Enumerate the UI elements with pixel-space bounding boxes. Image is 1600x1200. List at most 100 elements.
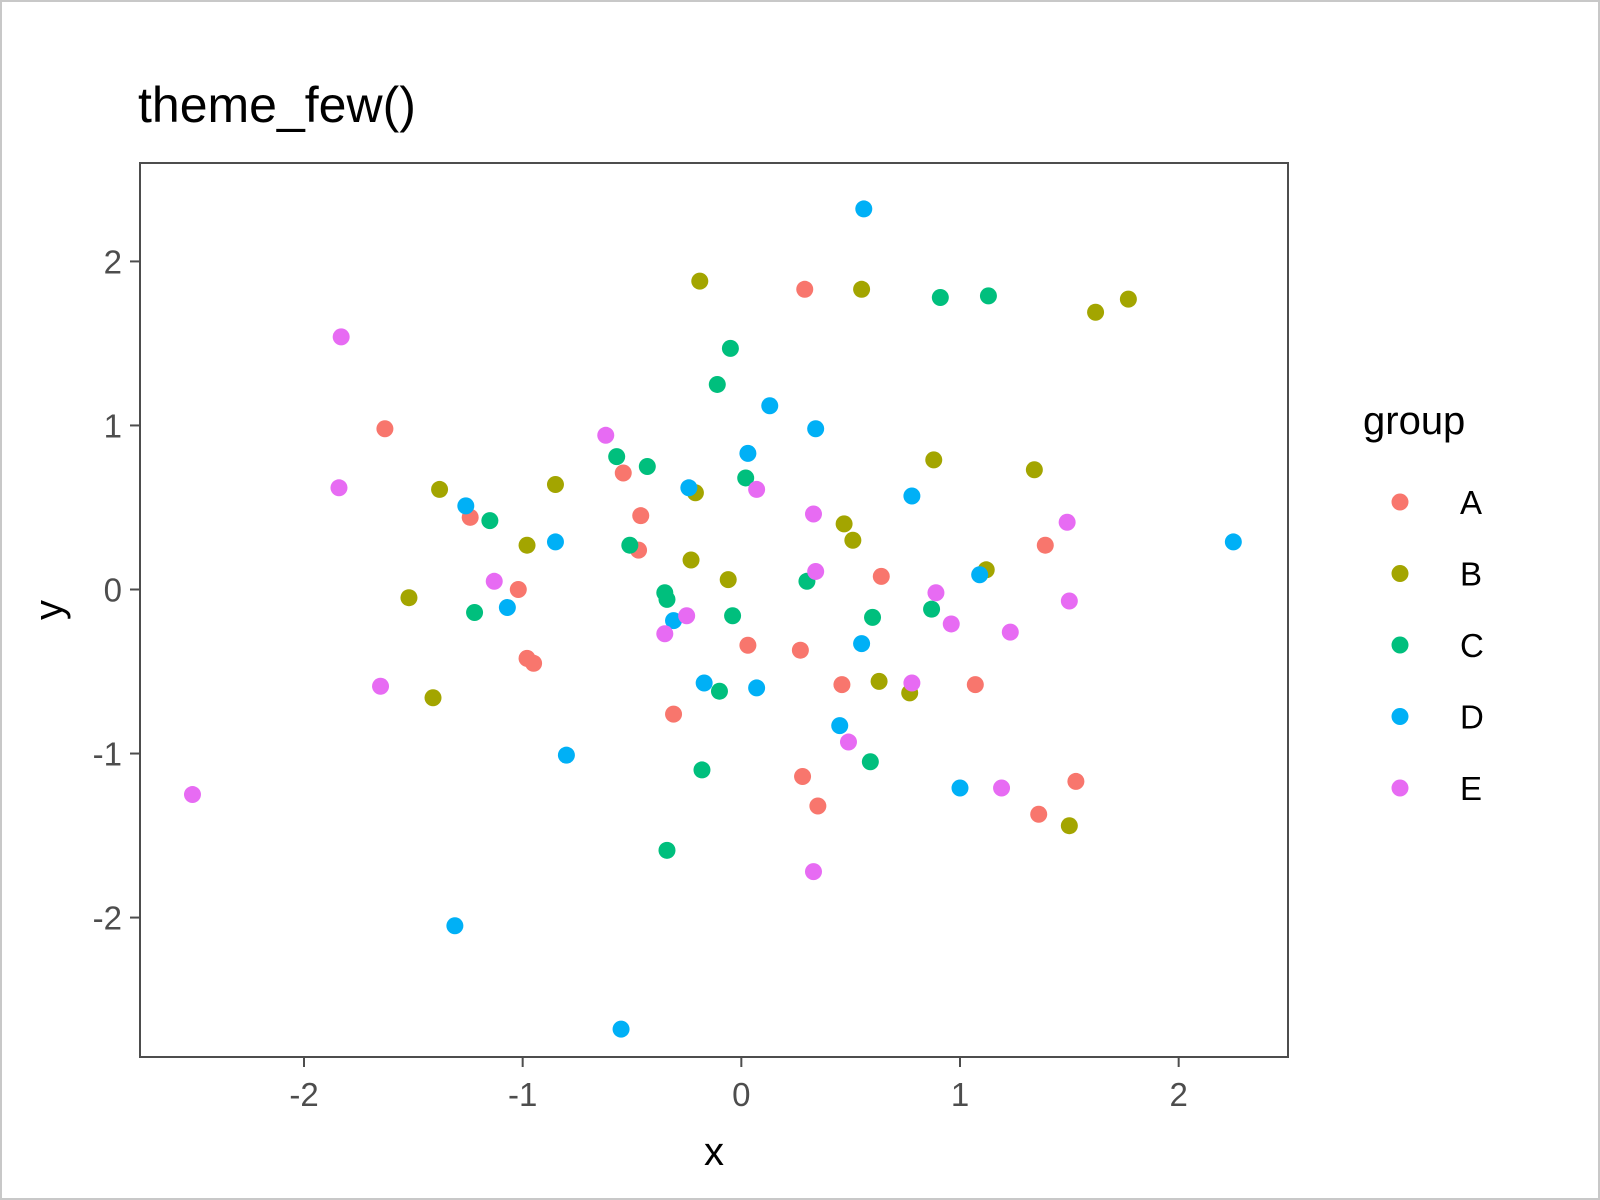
y-tick-label: -1 [93,736,122,773]
point-a [509,580,527,598]
point-e [748,480,766,498]
legend-label-d: D [1460,699,1484,736]
point-d [807,420,825,438]
legend-key-a [1391,493,1409,511]
point-e [332,328,350,346]
point-e [330,479,348,497]
legend-label-e: E [1460,770,1482,807]
point-c [658,841,676,859]
point-b [1025,461,1043,479]
point-b [518,536,536,554]
point-d [971,566,989,584]
point-e [1060,592,1078,610]
point-e [804,505,822,523]
legend-label-a: A [1460,484,1482,521]
point-e [807,562,825,580]
point-c [979,287,997,305]
point-b [719,571,737,589]
point-a [1067,772,1085,790]
point-b [844,531,862,549]
point-d [951,779,969,797]
y-axis: -2 -1 0 1 2 [93,243,140,937]
y-tick-label: -2 [93,900,122,937]
point-d [855,200,873,218]
point-a [872,567,890,585]
legend-key-e [1391,779,1409,797]
point-e [656,625,674,643]
point-c [710,682,728,700]
point-e [183,786,201,804]
point-c [861,753,879,771]
y-tick-label: 2 [104,243,122,280]
point-b [682,551,700,569]
point-b [424,689,442,707]
point-c [693,761,711,779]
data-points [183,200,1242,1038]
point-d [695,674,713,692]
y-tick-label: 1 [104,407,122,444]
point-c [481,512,499,530]
point-d [739,444,757,462]
point-a [794,767,812,785]
point-b [925,451,943,469]
point-e [678,607,696,625]
point-d [1224,533,1242,551]
legend-key-b [1391,565,1409,582]
point-b [431,480,449,498]
point-d [761,397,779,415]
point-a [376,420,394,438]
point-b [1087,303,1105,321]
point-c [638,457,656,475]
point-a [614,464,632,482]
point-c [931,289,949,307]
point-c [621,536,639,554]
point-c [923,600,941,618]
point-b [853,280,871,298]
x-tick-label: -1 [508,1076,537,1113]
point-b [835,515,853,533]
point-c [658,590,676,608]
point-a [833,676,851,694]
point-a [1036,536,1054,554]
point-a [665,705,683,723]
point-d [498,599,516,617]
point-a [525,654,543,672]
point-c [466,603,484,621]
x-tick-label: 2 [1169,1076,1187,1113]
x-axis: -2 -1 0 1 2 [289,1057,1188,1113]
point-e [942,615,960,633]
point-b [546,476,564,494]
point-d [457,497,475,515]
y-tick-label: 0 [104,571,122,608]
point-c [864,608,882,626]
legend-title: group [1363,399,1465,443]
legend-label-b: B [1460,556,1482,593]
point-d [546,533,564,551]
point-e [1058,513,1076,531]
point-d [612,1020,630,1038]
point-d [748,679,766,697]
plot-panel-border [139,162,1289,1058]
point-c [721,339,739,357]
point-d [903,487,921,505]
point-e [804,863,822,881]
point-b [870,672,888,690]
point-e [927,584,945,602]
point-a [1030,805,1048,823]
point-e [372,677,390,695]
chart-title: theme_few() [138,77,416,133]
point-e [597,426,615,444]
point-e [1001,623,1019,641]
point-d [665,612,683,630]
legend-label-c: C [1460,627,1484,664]
point-b [691,272,709,290]
x-axis-title: x [704,1130,724,1174]
x-tick-label: 0 [732,1076,750,1113]
point-a [791,641,809,659]
point-a [739,636,757,654]
point-b [400,589,418,607]
point-b [1060,817,1078,835]
point-c [737,469,755,487]
